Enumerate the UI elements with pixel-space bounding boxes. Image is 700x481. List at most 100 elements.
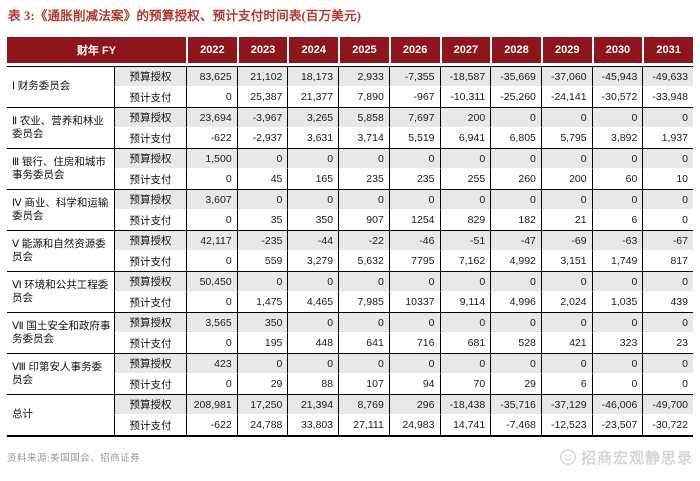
table-cell: 3,892 xyxy=(591,128,643,148)
metric-label-pay: 预计支付 xyxy=(114,292,186,312)
header-year: 2025 xyxy=(338,37,389,63)
table-cell: 0 xyxy=(338,149,389,169)
committee-name: 总计 xyxy=(12,409,33,421)
table-cell: -37,060 xyxy=(540,67,592,87)
metric-label-pay: 预计支付 xyxy=(114,415,186,435)
table-cell: 3,607 xyxy=(186,190,237,210)
table-cell: 6 xyxy=(540,374,592,394)
committee-name: Ⅷ 印第安人事务委员会 xyxy=(12,361,102,386)
committee-group: Ⅲ 银行、住房和城市事务委员会 预算授权 1,500 0 0 0 0 0 0 0 0 0 预计支付 0 45… xyxy=(7,149,693,190)
table-cell: -2,937 xyxy=(236,128,288,148)
table-cell: 3,714 xyxy=(338,128,389,148)
table-cell: 3,151 xyxy=(540,251,592,271)
table-cell: 0 xyxy=(490,108,541,128)
table-cell: 681 xyxy=(439,333,491,353)
table-cell: 255 xyxy=(439,169,491,189)
table-cell: 5,632 xyxy=(338,251,389,271)
table-cell: 3,279 xyxy=(287,251,338,271)
table-cell: 235 xyxy=(388,169,440,189)
table-cell: 0 xyxy=(439,272,491,292)
table-cell: 0 xyxy=(236,190,288,210)
table-cell: 0 xyxy=(591,190,643,210)
metric-label-auth: 预算授权 xyxy=(114,272,186,292)
table-cell: 0 xyxy=(642,190,693,210)
table-cell: -24,141 xyxy=(540,87,592,107)
table-cell: 5,858 xyxy=(338,108,389,128)
table-cell: 27,111 xyxy=(338,415,389,435)
table-cell: 0 xyxy=(186,333,237,353)
metric-label-auth: 预算授权 xyxy=(114,108,186,128)
table-cell: 1,749 xyxy=(591,251,643,271)
table-cell: 0 xyxy=(388,190,440,210)
table-cell: 6,941 xyxy=(439,128,491,148)
table-cell: 1254 xyxy=(388,210,440,230)
table-cell: 0 xyxy=(642,210,693,230)
header-fiscal-year: 财年 FY xyxy=(7,37,186,63)
table-cell: 260 xyxy=(490,169,541,189)
table-cell: -33,948 xyxy=(642,87,693,107)
table-cell: 528 xyxy=(490,333,541,353)
table-cell: 0 xyxy=(490,354,541,374)
table-cell: 296 xyxy=(388,395,440,415)
table-cell: 0 xyxy=(642,354,693,374)
table-cell: 0 xyxy=(490,149,541,169)
table-cell: 0 xyxy=(388,149,440,169)
table-cell: 7795 xyxy=(388,251,440,271)
table-cell: -235 xyxy=(236,231,288,251)
footer-row: 资料来源:美国国会、招商证券 招商宏观静思录 xyxy=(7,446,693,468)
metric-label-pay: 预计支付 xyxy=(114,210,186,230)
table-cell: 14,741 xyxy=(439,415,491,435)
committee-group: Ⅰ 财务委员会 预算授权 83,625 21,102 18,173 2,933 -7,355… xyxy=(7,67,693,108)
table-cell: -45,943 xyxy=(591,67,643,87)
table-cell: 0 xyxy=(287,313,339,333)
table-cell: 0 xyxy=(236,354,288,374)
table-cell: 9,114 xyxy=(439,292,491,312)
table-cell: 0 xyxy=(591,149,643,169)
header-year: 2022 xyxy=(186,37,237,63)
table-cell: 23,694 xyxy=(186,108,237,128)
header-year: 2031 xyxy=(642,37,693,63)
metric-label-auth: 预算授权 xyxy=(114,313,186,333)
table-cell: -967 xyxy=(388,87,440,107)
table-cell: -69 xyxy=(540,231,592,251)
table-cell: 45 xyxy=(236,169,288,189)
table-cell: -10,311 xyxy=(439,87,491,107)
header-year: 2027 xyxy=(439,37,491,63)
table-cell: 716 xyxy=(388,333,440,353)
table-cell: 2,024 xyxy=(540,292,592,312)
committee-name: Ⅵ 环境和公共工程委员会 xyxy=(12,279,109,304)
committee-group: Ⅵ 环境和公共工程委员会 预算授权 50,450 0 0 0 0 0 0 0 0 0 预计支付 0 1,47… xyxy=(7,272,693,313)
committee-group: Ⅴ 能源和自然资源委员会 预算授权 42,117 -235 -44 -22 -46 -51 -4… xyxy=(7,231,693,272)
table-cell: -46 xyxy=(388,231,440,251)
table-cell: 829 xyxy=(439,210,491,230)
committee-name: Ⅰ 财务委员会 xyxy=(12,81,71,93)
table-cell: 208,981 xyxy=(186,395,237,415)
table-cell: 7,697 xyxy=(388,108,440,128)
table-cell: 0 xyxy=(591,374,643,394)
table-header-row: 财年 FY 2022 2023 2024 2025 2026 2027 2028 2029 20… xyxy=(7,37,693,63)
header-year: 2023 xyxy=(236,37,288,63)
table-cell: 3,565 xyxy=(186,313,237,333)
header-year: 2024 xyxy=(287,37,339,63)
metric-label-auth: 预算授权 xyxy=(114,67,186,87)
table-cell: 0 xyxy=(642,149,693,169)
table-cell: 0 xyxy=(642,108,693,128)
table-cell: 7,890 xyxy=(338,87,389,107)
table-cell: 0 xyxy=(287,190,339,210)
table-cell: 350 xyxy=(236,313,288,333)
table-cell: 0 xyxy=(186,210,237,230)
committee-group: 总计 预算授权 208,981 17,250 21,394 8,769 296 -18,438… xyxy=(7,395,693,436)
table-cell: 88 xyxy=(287,374,338,394)
table-cell: 200 xyxy=(540,169,592,189)
committee-name: Ⅲ 银行、住房和城市事务委员会 xyxy=(12,156,106,181)
committee-group: Ⅱ 农业、营养和林业委员会 预算授权 23,694 -3,967 3,265 5,858 7… xyxy=(7,108,693,149)
table-cell: 0 xyxy=(439,149,491,169)
table-cell: 559 xyxy=(236,251,288,271)
table-cell: 0 xyxy=(540,354,592,374)
table-cell: -18,438 xyxy=(439,395,491,415)
table-cell: 0 xyxy=(186,292,237,312)
metric-label-pay: 预计支付 xyxy=(114,251,186,271)
watermark: 招商宏观静思录 xyxy=(559,447,693,468)
metric-label-auth: 预算授权 xyxy=(114,190,186,210)
